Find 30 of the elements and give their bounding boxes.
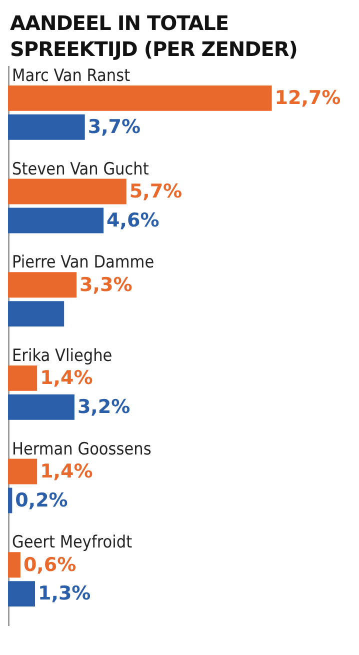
bar: [8, 272, 77, 298]
y-tick-label: Erika Vlieghe: [12, 346, 112, 366]
bar: [8, 208, 104, 234]
y-tick-label: Pierre Van Damme: [12, 252, 154, 273]
data-label: 3,3%: [80, 274, 132, 296]
data-label: 0,6%: [23, 554, 76, 576]
bar: [8, 301, 64, 327]
bar: [8, 458, 38, 484]
data-label: 5,7%: [129, 180, 182, 202]
bar: [8, 365, 38, 391]
data-label: 0,2%: [15, 489, 68, 512]
data-label: 1,4%: [40, 367, 93, 390]
bar: [8, 488, 12, 514]
bar: [8, 178, 126, 204]
data-label: 3,2%: [77, 396, 130, 418]
data-label: 1,4%: [40, 460, 93, 482]
data-label: 12,7%: [274, 87, 341, 110]
chart-title: AANDEEL IN TOTALE SPREEKTIJD (PER ZENDER): [9, 10, 298, 63]
bar: [8, 114, 85, 140]
y-tick-label: Geert Meyfroidt: [12, 532, 132, 553]
bar: [8, 581, 35, 607]
data-label: 4,6%: [106, 209, 160, 232]
y-tick-label: Herman Goossens: [12, 439, 152, 460]
data-label: 3,7%: [88, 116, 141, 138]
y-tick-label: Marc Van Ranst: [12, 66, 130, 86]
y-tick-label: Steven Van Gucht: [12, 159, 149, 180]
data-label: 1,3%: [38, 582, 91, 605]
bar: [8, 85, 272, 111]
bar: [8, 552, 20, 578]
bar: [8, 394, 74, 420]
